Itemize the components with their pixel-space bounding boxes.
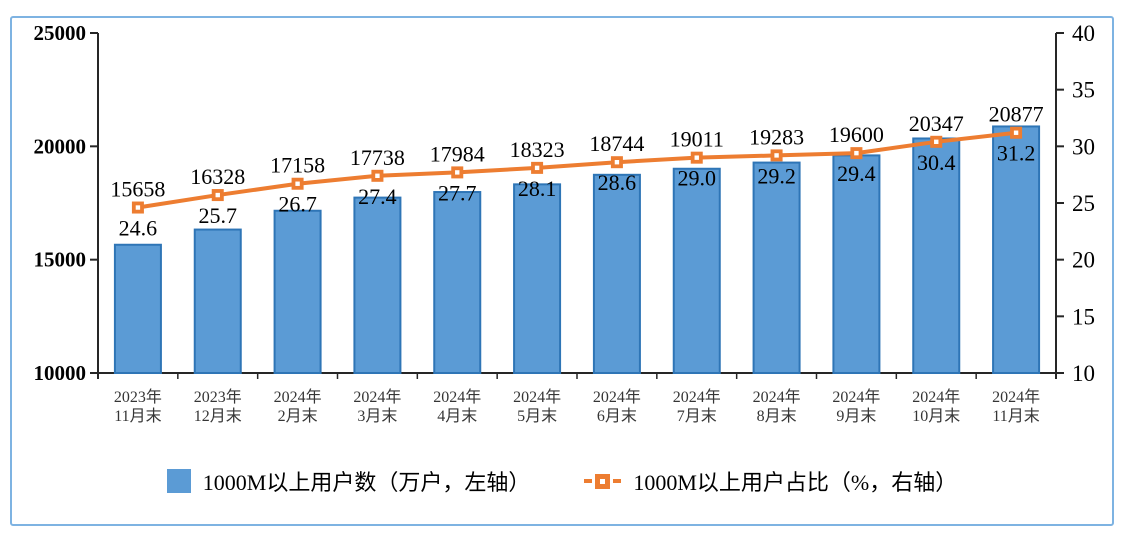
- line-pct-label: 29.0: [678, 166, 717, 191]
- line-marker-center: [614, 160, 620, 165]
- bar-value-label: 20347: [909, 111, 964, 136]
- right-axis-tick-label: 40: [1072, 21, 1095, 46]
- bar: [912, 137, 961, 374]
- x-axis-category-label: 2024年 3月末: [353, 388, 401, 425]
- line-pct-label: 27.4: [358, 184, 397, 209]
- right-axis-tick-label: 10: [1072, 361, 1095, 386]
- bar-value-label: 16328: [190, 164, 245, 189]
- chart-plot: 25000 20000 15000 10000 40 35 30 25 20 15 10 2023年 1…: [34, 21, 1096, 425]
- line-pct-label: 30.4: [917, 150, 956, 175]
- x-axis-category-label: 2024年 9月末: [832, 388, 880, 425]
- bar-value-label: 18744: [589, 131, 644, 156]
- line-marker-center: [534, 165, 540, 171]
- bar: [592, 173, 641, 374]
- legend: 1000M以上用户数（万户，左轴） 1000M以上用户占比（%，右轴）: [12, 443, 1112, 519]
- right-axis-tick-label: 35: [1072, 78, 1095, 103]
- bar-value-label: 19600: [829, 122, 884, 147]
- line-swatch-dash: [613, 479, 622, 483]
- legend-item-line-series: 1000M以上用户占比（%，右轴）: [584, 465, 957, 497]
- bar: [992, 125, 1041, 374]
- x-axis-category-label: 2024年 7月末: [673, 388, 721, 425]
- x-axis-category-label: 2024年 8月末: [753, 388, 801, 425]
- line-pct-label: 27.7: [438, 180, 477, 205]
- line-pct-label: 29.2: [757, 163, 796, 188]
- legend-label-bar-series: 1000M以上用户数（万户，左轴）: [202, 470, 531, 495]
- line-pct-label: 24.6: [119, 216, 158, 241]
- line-marker-center: [1013, 130, 1019, 135]
- left-axis-tick-label: 25000: [34, 21, 87, 45]
- x-axis-category-label: 2023年 12月末: [194, 388, 242, 425]
- line-pct-label: 25.7: [199, 203, 238, 228]
- bar: [752, 161, 801, 374]
- bar: [433, 191, 482, 374]
- bar-value-label: 17158: [270, 153, 325, 178]
- bar: [513, 183, 562, 374]
- line-swatch-square: [595, 473, 611, 489]
- line-swatch-center-dot: [600, 478, 606, 484]
- right-axis-tick-label: 30: [1072, 134, 1095, 159]
- line-marker-center: [135, 205, 141, 210]
- x-axis-category-label: 2024年 10月末: [912, 388, 960, 425]
- line-pct-label: 28.6: [598, 170, 637, 195]
- line-pct-label: 29.4: [837, 161, 876, 186]
- bar-value-label: 19011: [670, 127, 724, 152]
- line-marker-center: [215, 192, 220, 198]
- bar: [273, 209, 322, 374]
- bar-series-swatch-icon: [166, 469, 191, 493]
- left-axis-tick-label: 20000: [34, 134, 87, 158]
- x-axis-category-label: 2024年 5月末: [513, 388, 561, 425]
- line-marker-center: [934, 139, 939, 144]
- right-axis-tick-label: 25: [1072, 191, 1095, 216]
- legend-label-line-series: 1000M以上用户占比（%，右轴）: [633, 470, 958, 495]
- left-axis-tick-label: 15000: [34, 248, 87, 272]
- bar: [113, 243, 162, 374]
- right-axis-tick-label: 15: [1072, 304, 1095, 329]
- chart-frame: 25000 20000 15000 10000 40 35 30 25 20 15 10 2023年 1…: [10, 16, 1114, 526]
- line-swatch-dash: [584, 479, 593, 483]
- x-axis-category-label: 2024年 2月末: [274, 388, 322, 425]
- line-marker-center: [694, 155, 699, 160]
- line-pct-label: 28.1: [518, 176, 557, 201]
- line-marker-center: [854, 150, 859, 156]
- bar-value-label: 15658: [110, 177, 165, 202]
- bar-value-label: 17984: [430, 141, 485, 166]
- bar: [353, 196, 402, 374]
- line-series-swatch-icon: [584, 473, 622, 489]
- bar-value-label: 20877: [989, 102, 1044, 127]
- bar: [672, 167, 721, 374]
- bar-value-label: 18323: [510, 137, 565, 162]
- right-axis-tick-label: 20: [1072, 248, 1095, 273]
- line-marker-center: [375, 173, 380, 178]
- legend-item-bar-series: 1000M以上用户数（万户，左轴）: [166, 465, 531, 497]
- line-marker-center: [774, 153, 779, 158]
- line-pct-label: 31.2: [997, 141, 1036, 166]
- bar: [832, 154, 881, 374]
- x-axis-category-label: 2024年 11月末: [992, 388, 1040, 425]
- x-axis-category-label: 2024年 4月末: [433, 388, 481, 425]
- bar-value-label: 17738: [350, 145, 405, 170]
- bar-value-label: 19283: [749, 124, 804, 149]
- line-pct-label: 26.7: [278, 192, 317, 217]
- line-marker-center: [295, 181, 300, 186]
- line-series-path: [135, 130, 1019, 210]
- left-axis-tick-label: 10000: [34, 361, 87, 385]
- line-marker-center: [455, 170, 460, 175]
- x-axis-category-label: 2023年 11月末: [114, 388, 162, 425]
- bar: [193, 228, 242, 374]
- x-axis-category-label: 2024年 6月末: [593, 388, 641, 425]
